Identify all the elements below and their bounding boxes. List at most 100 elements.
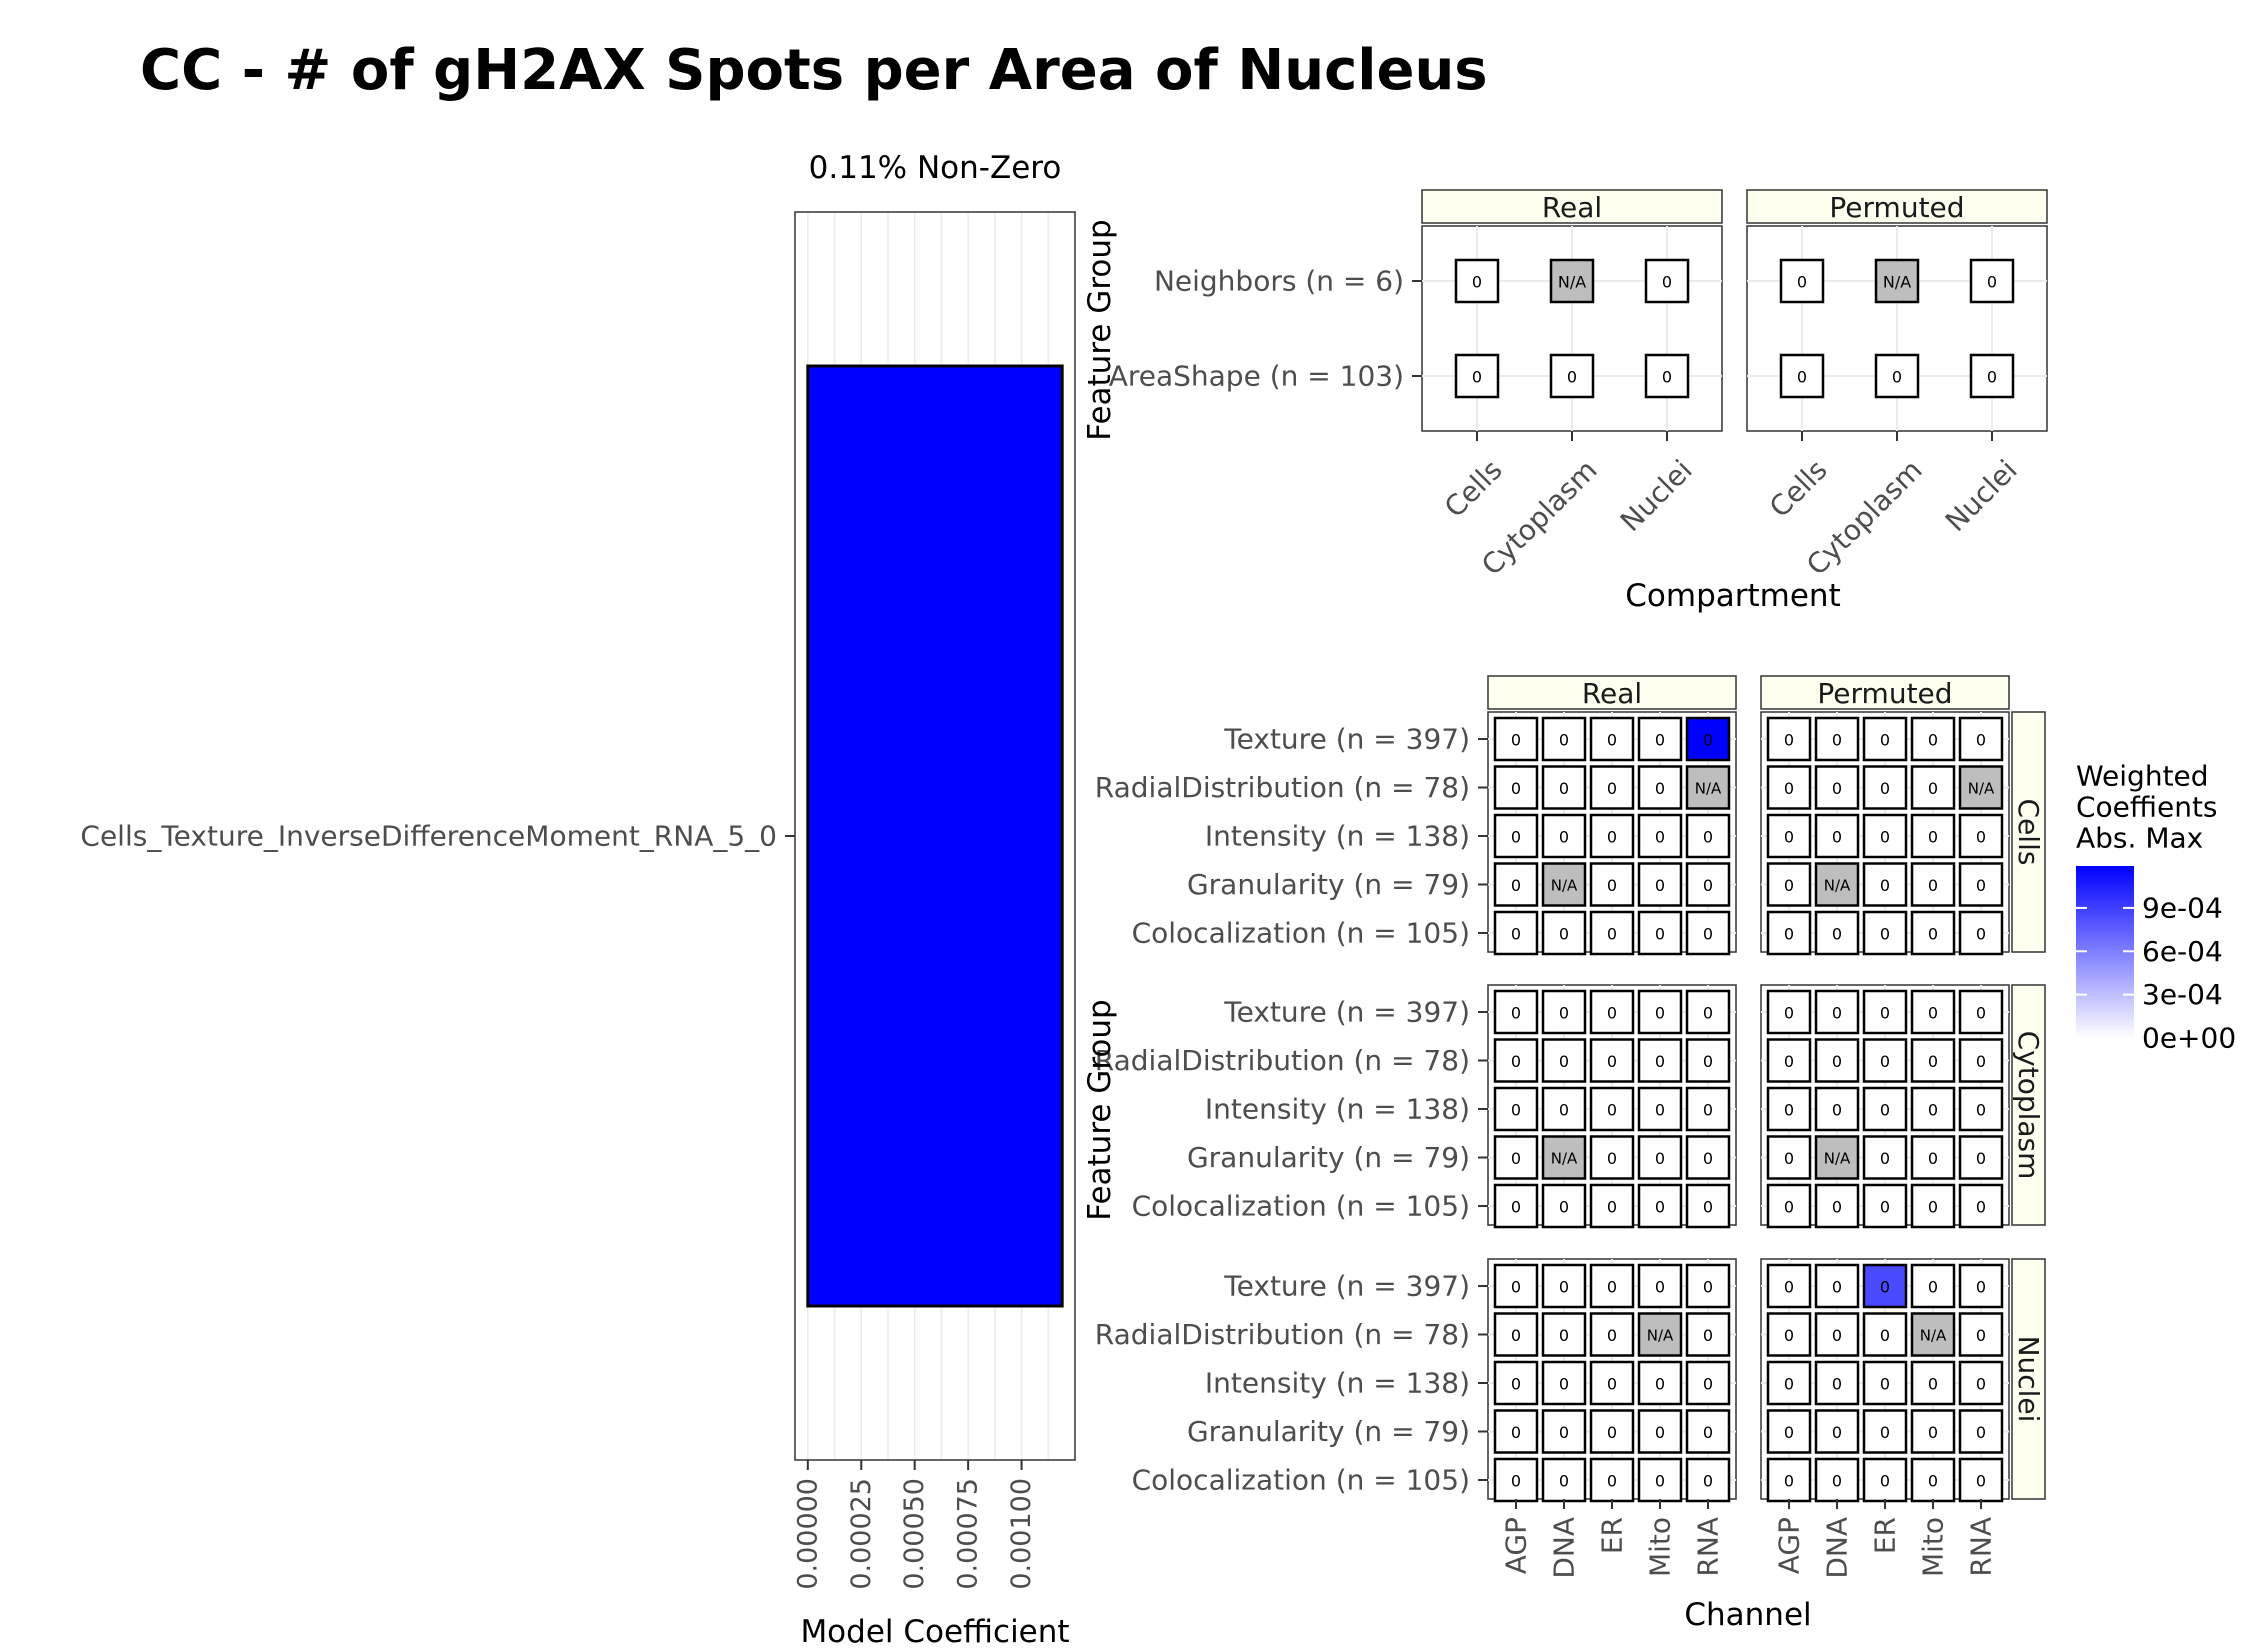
tile-label: 0 — [1511, 1278, 1521, 1297]
tile-label: 0 — [1567, 368, 1577, 387]
tile-label: 0 — [1928, 876, 1938, 895]
x-tick-label: 0.00025 — [846, 1478, 877, 1590]
tile-label: N/A — [1558, 273, 1586, 292]
heatmap-tile — [1637, 813, 1683, 859]
heatmap-tile — [1766, 989, 1812, 1035]
facet-strip-label: Cytoplasm — [2012, 1031, 2045, 1180]
tile-label: 0 — [1832, 1375, 1842, 1394]
y-tick-label: Granularity (n = 79) — [1187, 1415, 1470, 1448]
heatmap-tile — [1637, 1409, 1683, 1454]
heatmap-tile — [1958, 1360, 2004, 1406]
tile-label: 0 — [1784, 925, 1794, 944]
heatmap-tile — [1862, 1086, 1908, 1132]
tile-label: 0 — [1976, 1101, 1986, 1120]
legend-tick-label: 9e-04 — [2142, 891, 2223, 924]
heatmap-tile — [1814, 716, 1860, 762]
tile-label: 0 — [1559, 925, 1569, 944]
tile-label: 0 — [1511, 876, 1521, 895]
heatmap-tile — [1637, 1360, 1683, 1406]
heatmap-tile — [1766, 1263, 1812, 1309]
tile-label: 0 — [1832, 731, 1842, 750]
heatmap-tile — [1541, 1135, 1587, 1180]
tile-label: 0 — [1797, 273, 1807, 292]
tile-label: 0 — [1976, 1375, 1986, 1394]
tile-label: N/A — [1551, 1150, 1578, 1168]
y-tick-label: RadialDistribution (n = 78) — [1095, 1318, 1470, 1351]
heatmap-tile — [1493, 910, 1539, 956]
tile-label: 0 — [1655, 1004, 1665, 1023]
heatmap-tile — [1589, 1038, 1635, 1083]
tile-label: 0 — [1784, 1375, 1794, 1394]
y-tick-label: Texture (n = 397) — [1223, 723, 1470, 756]
tile-label: 0 — [1655, 1052, 1665, 1071]
tile-label: 0 — [1511, 828, 1521, 847]
tile-label: 0 — [1928, 1149, 1938, 1168]
tile-label: 0 — [1511, 1198, 1521, 1217]
tile-label: 0 — [1976, 925, 1986, 944]
heatmap-tile — [1685, 989, 1731, 1035]
heatmap-tile — [1910, 1183, 1956, 1229]
tile-label: 0 — [1797, 368, 1807, 387]
tile-label: 0 — [1511, 779, 1521, 798]
heatmap-tile — [1541, 1263, 1587, 1309]
heatmap-tile — [1549, 258, 1595, 304]
tile-label: N/A — [1695, 780, 1722, 798]
x-tick-label: Nuclei — [1614, 453, 1699, 538]
y-axis-title: Feature Group — [1082, 999, 1118, 1220]
heatmap-tile — [1637, 716, 1683, 762]
heatmap-tile — [1589, 1086, 1635, 1132]
heatmap-tile — [1766, 1409, 1812, 1454]
heatmap-tile — [1814, 1409, 1860, 1454]
tile-label: 0 — [1880, 876, 1890, 895]
heatmap-tile — [1910, 1263, 1956, 1309]
tile-label: 0 — [1511, 1149, 1521, 1168]
tile-label: 0 — [1655, 1278, 1665, 1297]
y-tick-label: Texture (n = 397) — [1223, 996, 1470, 1029]
heatmap-tile — [1862, 1457, 1908, 1503]
heatmap-tile — [1766, 910, 1812, 956]
tile-label: 0 — [1607, 1423, 1617, 1442]
heatmap-tile — [1766, 862, 1812, 907]
tile-label: 0 — [1607, 1375, 1617, 1394]
tile-label: 0 — [1655, 1472, 1665, 1491]
heatmap-tile — [1637, 1038, 1683, 1083]
y-tick-label: Colocalization (n = 105) — [1132, 1190, 1470, 1223]
heatmap-tile — [1814, 1360, 1860, 1406]
heatmap-tile — [1637, 765, 1683, 810]
tile-label: 0 — [1607, 731, 1617, 750]
tile-label: 0 — [1880, 1423, 1890, 1442]
tile-label: 0 — [1784, 1278, 1794, 1297]
y-axis-title: Feature Group — [1082, 219, 1118, 440]
tile-label: N/A — [1647, 1327, 1674, 1345]
tile-label: 0 — [1511, 1423, 1521, 1442]
heatmap-tile — [1874, 353, 1920, 399]
heatmap-tile — [1958, 716, 2004, 762]
tile-label: 0 — [1607, 1326, 1617, 1345]
tile-label: 0 — [1784, 1326, 1794, 1345]
tile-label: 0 — [1928, 779, 1938, 798]
tile-label: 0 — [1703, 1326, 1713, 1345]
tile-label: 0 — [1976, 876, 1986, 895]
heatmap-tile — [1862, 862, 1908, 907]
heatmap-tile — [1685, 1409, 1731, 1454]
tile-label: 0 — [1559, 1423, 1569, 1442]
x-tick-label: AGP — [1773, 1517, 1806, 1574]
facet-strip-label: Real — [1542, 191, 1602, 224]
tile-label: 0 — [1928, 1052, 1938, 1071]
heatmap-tile — [1637, 1312, 1683, 1357]
heatmap-tile — [1685, 1038, 1731, 1083]
tile-label: 0 — [1662, 368, 1672, 387]
tile-label: 0 — [1607, 1278, 1617, 1297]
tile-label: 0 — [1607, 828, 1617, 847]
legend-tick-label: 6e-04 — [2142, 935, 2223, 968]
tile-label: 0 — [1784, 731, 1794, 750]
tile-label: 0 — [1784, 828, 1794, 847]
heatmap-tile — [1766, 765, 1812, 810]
tile-label: 0 — [1832, 1278, 1842, 1297]
heatmap-tile — [1644, 353, 1690, 399]
tile-label: 0 — [1976, 1278, 1986, 1297]
facet-strip — [1487, 675, 1737, 710]
tile-label: 0 — [1511, 925, 1521, 944]
heatmap-tile — [1541, 1086, 1587, 1132]
